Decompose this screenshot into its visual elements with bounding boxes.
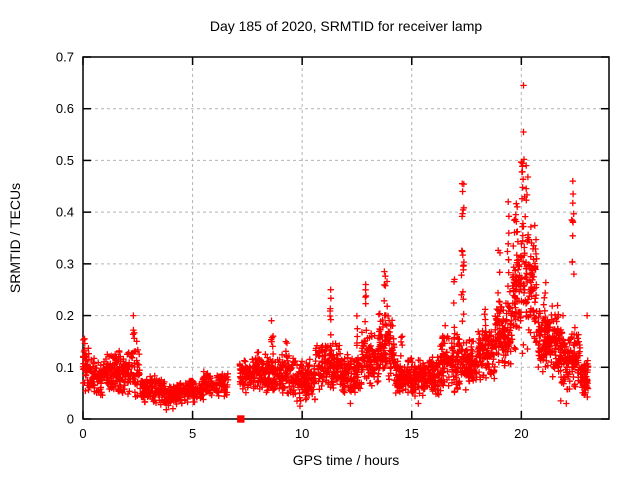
y-tick-label: 0.5 bbox=[56, 153, 74, 168]
square-marker bbox=[237, 415, 245, 423]
tick-labels: 0 5 10 15 20 0 0.1 0.2 0.3 0.4 0.5 0.6 0.7 bbox=[56, 50, 529, 442]
y-axis-label: SRMTID / TECUs bbox=[7, 183, 23, 293]
y-tick-label: 0.6 bbox=[56, 101, 74, 116]
y-tick-label: 0.2 bbox=[56, 308, 74, 323]
y-tick-label: 0.4 bbox=[56, 205, 74, 220]
x-tick-label: 20 bbox=[514, 426, 528, 441]
plot-border bbox=[82, 56, 610, 420]
plot-title: Day 185 of 2020, SRMTID for receiver lam… bbox=[210, 18, 483, 34]
x-tick-label: 10 bbox=[295, 426, 309, 441]
data-points-path bbox=[79, 82, 592, 413]
y-tick-label: 0.7 bbox=[56, 50, 74, 65]
x-tick-label: 15 bbox=[405, 426, 419, 441]
y-tick-label: 0 bbox=[67, 412, 74, 427]
y-tick-label: 0.3 bbox=[56, 256, 74, 271]
y-tick-label: 0.1 bbox=[56, 360, 74, 375]
x-tick-label: 0 bbox=[79, 426, 86, 441]
x-axis-label: GPS time / hours bbox=[293, 452, 400, 468]
scatter-points bbox=[79, 82, 592, 423]
x-tick-label: 5 bbox=[189, 426, 196, 441]
